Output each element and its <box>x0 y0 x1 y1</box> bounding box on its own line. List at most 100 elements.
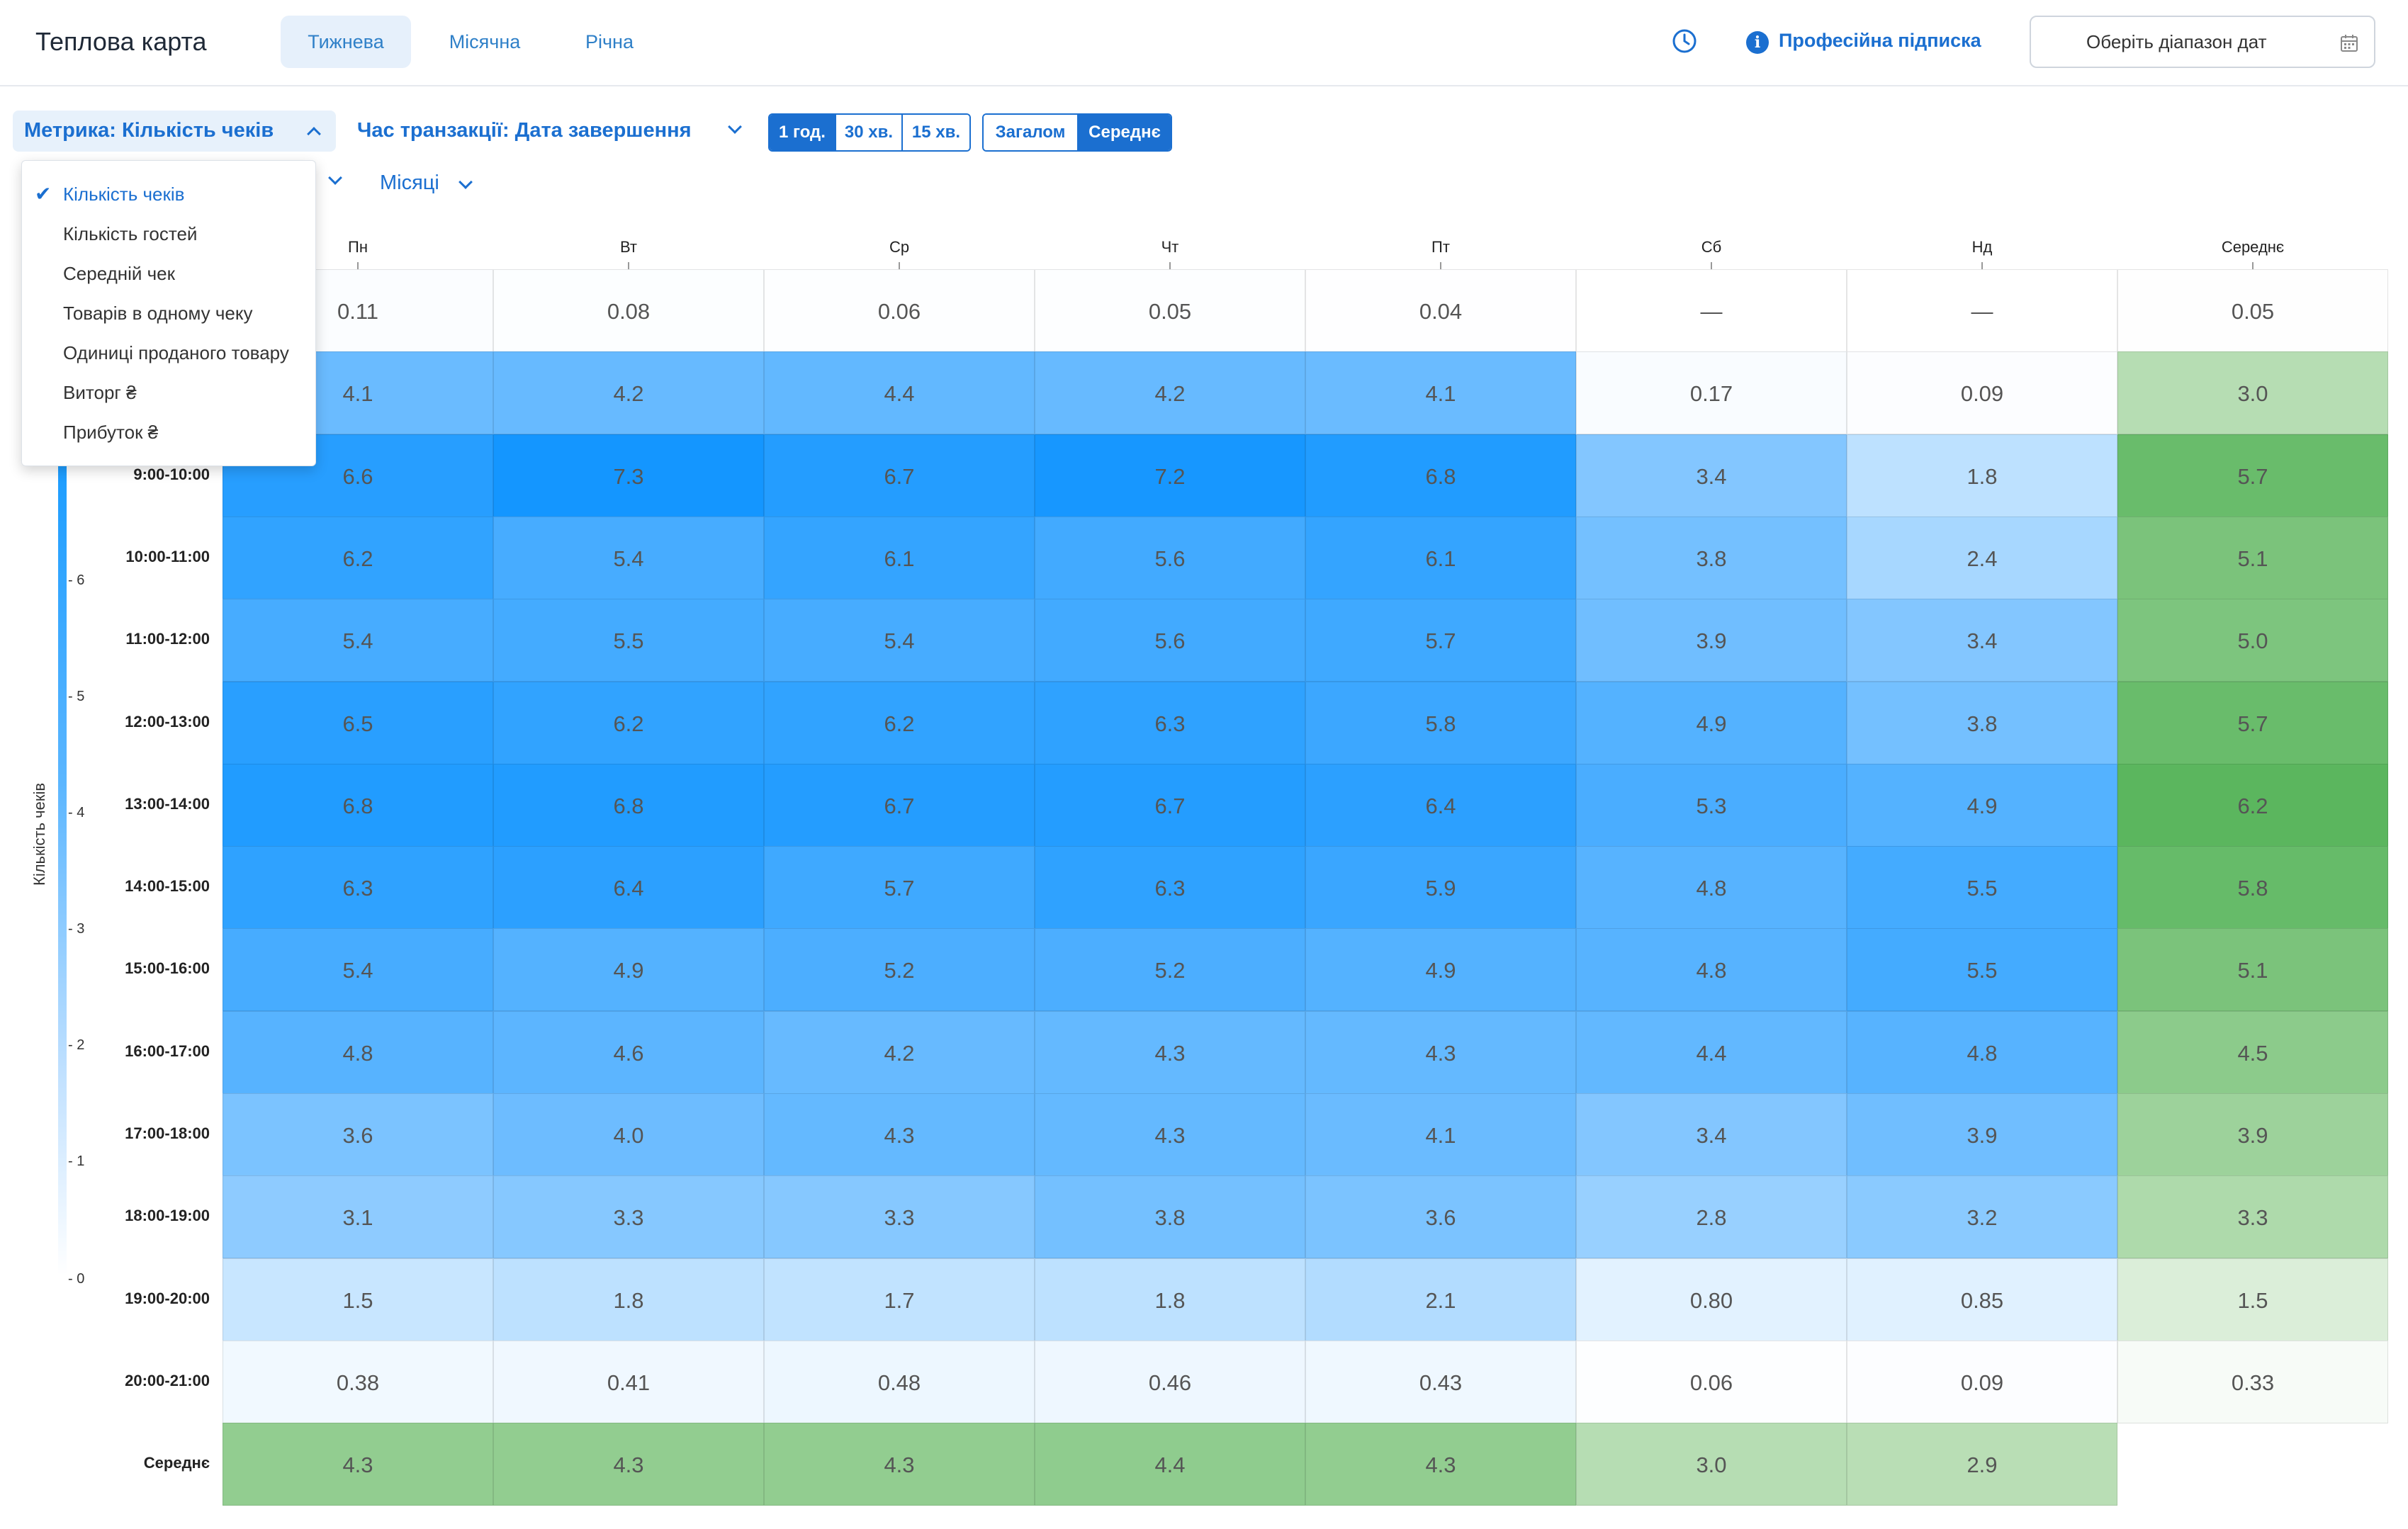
heatmap-cell[interactable]: 5.4 <box>223 928 493 1012</box>
heatmap-cell[interactable]: 1.5 <box>2117 1258 2388 1341</box>
heatmap-cell[interactable]: 6.3 <box>223 846 493 930</box>
heatmap-cell[interactable]: 4.2 <box>764 1010 1035 1094</box>
heatmap-cell[interactable]: 0.06 <box>1576 1340 1847 1423</box>
heatmap-cell[interactable]: 6.4 <box>493 846 764 930</box>
metric-option-items-per-check[interactable]: Товарів в одному чеку <box>22 293 317 332</box>
heatmap-cell[interactable]: 6.8 <box>1305 434 1576 517</box>
metric-option-guests[interactable]: Кількість гостей <box>22 213 317 253</box>
heatmap-cell[interactable]: 6.8 <box>223 763 493 847</box>
heatmap-cell[interactable]: 4.0 <box>493 1093 764 1176</box>
heatmap-cell[interactable]: 3.8 <box>1576 516 1847 599</box>
heatmap-cell[interactable]: 5.7 <box>2117 434 2388 517</box>
heatmap-cell[interactable]: 6.7 <box>764 763 1035 847</box>
heatmap-cell[interactable]: 0.85 <box>1847 1258 2117 1341</box>
chevron-down-icon[interactable] <box>328 171 342 185</box>
heatmap-cell[interactable]: 4.3 <box>1305 1423 1576 1506</box>
heatmap-cell[interactable]: 6.5 <box>223 681 493 764</box>
heatmap-cell[interactable]: 0.38 <box>223 1340 493 1423</box>
heatmap-cell[interactable]: 7.3 <box>493 434 764 517</box>
mode-total-button[interactable]: Загалом <box>984 115 1079 150</box>
heatmap-cell[interactable]: 3.2 <box>1847 1175 2117 1259</box>
heatmap-cell[interactable]: 4.4 <box>1576 1010 1847 1094</box>
heatmap-cell[interactable]: 4.3 <box>223 1423 493 1506</box>
metric-option-revenue[interactable]: Виторг ₴ <box>22 372 317 412</box>
heatmap-cell[interactable]: 4.5 <box>2117 1010 2388 1094</box>
heatmap-cell[interactable]: 2.9 <box>1847 1423 2117 1506</box>
interval-15m-button[interactable]: 15 хв. <box>903 115 969 150</box>
heatmap-cell[interactable]: 3.9 <box>2117 1093 2388 1176</box>
tab-monthly[interactable]: Місячна <box>449 31 521 52</box>
months-select[interactable]: Місяці <box>380 167 493 207</box>
heatmap-cell[interactable]: 3.0 <box>2117 351 2388 435</box>
heatmap-cell[interactable]: 4.2 <box>493 351 764 435</box>
heatmap-cell[interactable]: 1.8 <box>493 1258 764 1341</box>
subscription-link[interactable]: Професійна підписка <box>1779 30 1981 51</box>
heatmap-cell[interactable]: 4.9 <box>1305 928 1576 1012</box>
tab-yearly[interactable]: Річна <box>585 31 634 52</box>
metric-option-units-sold[interactable]: Одиниці проданого товару <box>22 332 317 372</box>
heatmap-cell[interactable]: 0.33 <box>2117 1340 2388 1423</box>
heatmap-cell[interactable]: 2.1 <box>1305 1258 1576 1341</box>
heatmap-cell[interactable]: 6.2 <box>764 681 1035 764</box>
heatmap-cell[interactable]: 0.06 <box>764 269 1035 352</box>
heatmap-cell[interactable]: 6.8 <box>493 763 764 847</box>
heatmap-cell[interactable]: 5.1 <box>2117 928 2388 1012</box>
heatmap-cell[interactable]: 4.8 <box>1847 1010 2117 1094</box>
heatmap-cell[interactable]: 1.8 <box>1847 434 2117 517</box>
heatmap-cell[interactable]: 4.3 <box>1035 1010 1305 1094</box>
heatmap-cell[interactable]: 4.3 <box>1305 1010 1576 1094</box>
heatmap-cell[interactable]: 7.2 <box>1035 434 1305 517</box>
heatmap-cell[interactable]: 4.1 <box>1305 1093 1576 1176</box>
metric-select[interactable]: Метрика: Кількість чеків <box>13 111 336 152</box>
heatmap-cell[interactable]: 4.9 <box>493 928 764 1012</box>
heatmap-cell[interactable]: 4.6 <box>493 1010 764 1094</box>
heatmap-cell[interactable]: 5.5 <box>1847 846 2117 930</box>
heatmap-cell[interactable]: 0.04 <box>1305 269 1576 352</box>
heatmap-cell[interactable]: 3.3 <box>2117 1175 2388 1259</box>
heatmap-cell[interactable]: 0.80 <box>1576 1258 1847 1341</box>
heatmap-cell[interactable]: 5.5 <box>1847 928 2117 1012</box>
heatmap-cell[interactable]: 4.4 <box>1035 1423 1305 1506</box>
metric-option-checks[interactable]: ✔ Кількість чеків <box>22 174 317 213</box>
heatmap-cell[interactable]: 2.4 <box>1847 516 2117 599</box>
heatmap-cell[interactable]: 5.7 <box>2117 681 2388 764</box>
heatmap-cell[interactable]: 3.6 <box>1305 1175 1576 1259</box>
heatmap-cell[interactable]: 3.8 <box>1035 1175 1305 1259</box>
heatmap-cell[interactable]: 3.9 <box>1576 599 1847 682</box>
heatmap-cell[interactable]: 3.4 <box>1847 599 2117 682</box>
heatmap-cell[interactable]: 6.2 <box>493 681 764 764</box>
heatmap-cell[interactable]: 3.3 <box>493 1175 764 1259</box>
heatmap-cell[interactable]: 6.3 <box>1035 846 1305 930</box>
heatmap-cell[interactable]: 2.8 <box>1576 1175 1847 1259</box>
heatmap-cell[interactable]: 4.1 <box>1305 351 1576 435</box>
heatmap-cell[interactable]: 0.17 <box>1576 351 1847 435</box>
heatmap-cell[interactable]: 5.7 <box>764 846 1035 930</box>
heatmap-cell[interactable]: 4.3 <box>493 1423 764 1506</box>
heatmap-cell[interactable]: 3.3 <box>764 1175 1035 1259</box>
heatmap-cell[interactable]: 0.41 <box>493 1340 764 1423</box>
heatmap-cell[interactable]: 5.5 <box>493 599 764 682</box>
heatmap-cell[interactable]: 0.46 <box>1035 1340 1305 1423</box>
heatmap-cell[interactable]: 4.3 <box>764 1423 1035 1506</box>
heatmap-cell[interactable]: 0.43 <box>1305 1340 1576 1423</box>
heatmap-cell[interactable]: 5.9 <box>1305 846 1576 930</box>
heatmap-cell[interactable]: 6.2 <box>2117 763 2388 847</box>
heatmap-cell[interactable]: 3.8 <box>1847 681 2117 764</box>
heatmap-cell[interactable]: 5.3 <box>1576 763 1847 847</box>
heatmap-cell[interactable]: 3.9 <box>1847 1093 2117 1176</box>
heatmap-cell[interactable]: — <box>1576 269 1847 352</box>
metric-option-average-check[interactable]: Середній чек <box>22 253 317 293</box>
heatmap-cell[interactable]: 4.8 <box>1576 928 1847 1012</box>
heatmap-cell[interactable]: 5.8 <box>2117 846 2388 930</box>
heatmap-cell[interactable]: 4.8 <box>1576 846 1847 930</box>
heatmap-cell[interactable]: 5.6 <box>1035 516 1305 599</box>
heatmap-cell[interactable]: 5.4 <box>493 516 764 599</box>
heatmap-cell[interactable]: 0.05 <box>1035 269 1305 352</box>
heatmap-cell[interactable]: 5.4 <box>764 599 1035 682</box>
heatmap-cell[interactable]: 5.8 <box>1305 681 1576 764</box>
heatmap-cell[interactable]: 0.09 <box>1847 1340 2117 1423</box>
interval-30m-button[interactable]: 30 хв. <box>836 115 903 150</box>
interval-1h-button[interactable]: 1 год. <box>770 115 836 150</box>
heatmap-cell[interactable]: 5.0 <box>2117 599 2388 682</box>
metric-option-profit[interactable]: Прибуток ₴ <box>22 412 317 451</box>
